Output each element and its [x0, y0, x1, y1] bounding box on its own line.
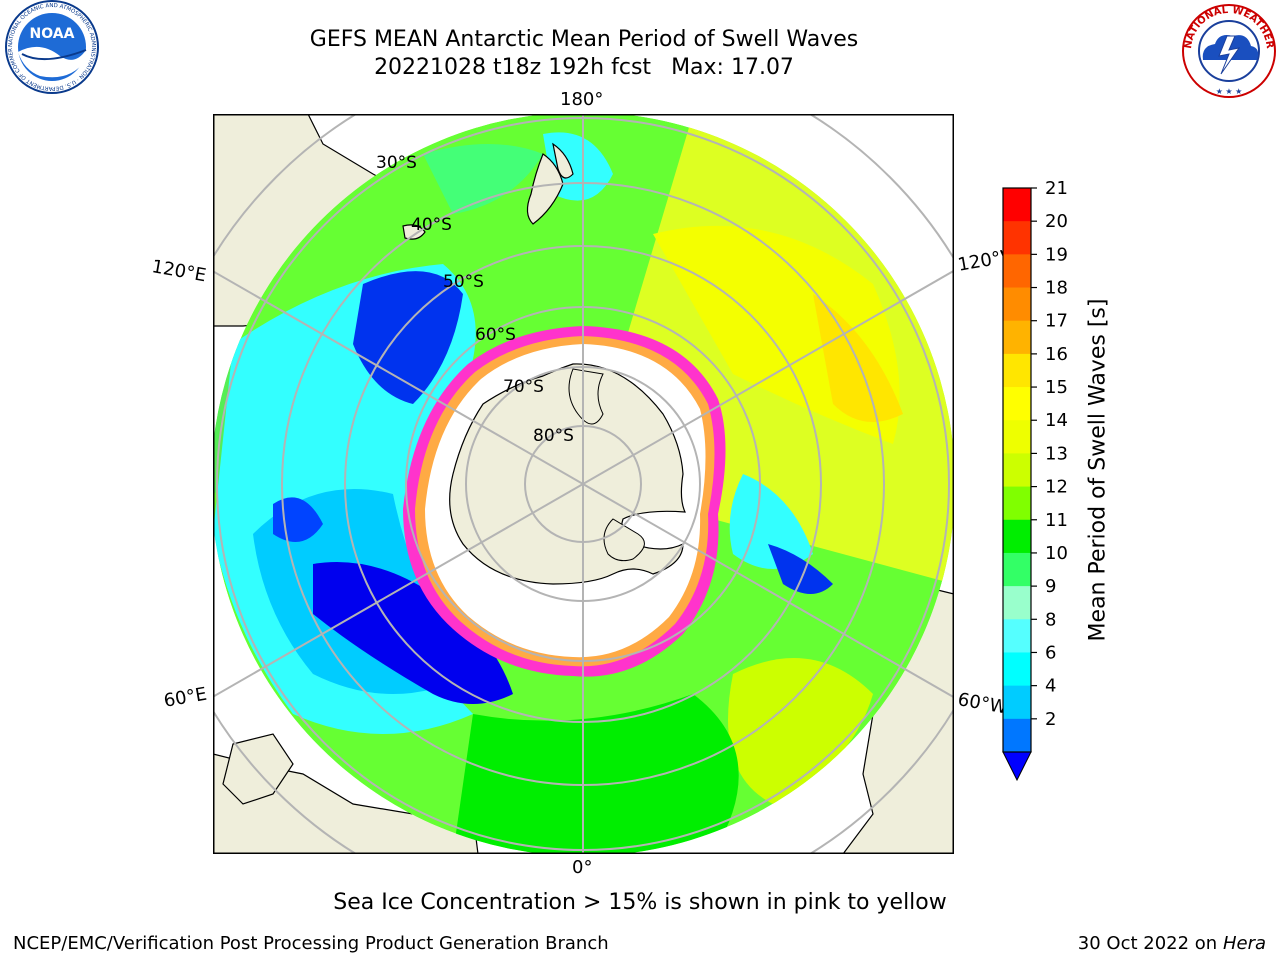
noaa-logo-text: NOAA [30, 26, 75, 42]
svg-text:★ ★ ★: ★ ★ ★ [1216, 87, 1243, 96]
lat-label-70s: 70°S [503, 377, 544, 397]
colorbar-tick-label: 19 [1045, 244, 1068, 265]
colorbar-label: Mean Period of Swell Waves [s] [1085, 298, 1111, 642]
colorbar-box [1003, 420, 1031, 454]
max-value: Max: 17.07 [671, 55, 794, 80]
colorbar-tick-label: 6 [1045, 642, 1056, 663]
colorbar-tick-label: 17 [1045, 311, 1068, 332]
colorbar-box [1003, 387, 1031, 421]
nws-logo: NATIONAL WEATHER SERVICE ★ ★ ★ [1177, 2, 1276, 98]
forecast-info: 20221028 t18z 192h fcst [374, 55, 652, 80]
colorbar-tick-label: 20 [1045, 211, 1068, 232]
footer-date: 30 Oct 2022 on Hera [1078, 933, 1266, 954]
colorbar-tick-label: 13 [1045, 443, 1068, 464]
colorbar-box [1003, 552, 1031, 587]
colorbar-box [1003, 353, 1031, 388]
colorbar-extend-triangle [1002, 751, 1032, 782]
colorbar-box [1003, 685, 1031, 720]
colorbar-box [1003, 486, 1031, 521]
colorbar-box [1003, 254, 1031, 289]
colorbar-box [1003, 586, 1031, 620]
meridian-lines [213, 114, 954, 854]
colorbar-box [1003, 718, 1031, 753]
colorbar-border [1002, 187, 1032, 753]
colorbar-tick-label: 4 [1045, 676, 1056, 697]
colorbar-ticks: 21 20 19 18 17 16 15 14 13 12 11 10 9 8 6 4 2 [1031, 180, 1068, 730]
colorbar-box [1003, 453, 1031, 488]
sea-ice-note: Sea Ice Concentration > 15% is shown in … [333, 890, 947, 915]
colorbar-box [1003, 188, 1031, 222]
lon-label-0: 0° [572, 857, 593, 878]
colorbar-box [1003, 320, 1031, 355]
colorbar-box [1003, 652, 1031, 687]
colorbar-box [1003, 221, 1031, 255]
antarctic-peninsula [603, 518, 645, 562]
colorbar-tick-label: 18 [1045, 278, 1068, 299]
chart-subtitle: 20221028 t18z 192h fcst Max: 17.07 [200, 55, 968, 80]
colorbar-box [1003, 519, 1031, 554]
colorbar-boxes [1003, 188, 1031, 753]
polar-map: 30°S 40°S 50°S 60°S 70°S 80°S [213, 114, 954, 854]
colorbar-tick-label: 15 [1045, 377, 1068, 398]
colorbar-box [1003, 287, 1031, 322]
footer-machine: Hera [1222, 933, 1266, 954]
footer-date-text: 30 Oct 2022 on [1077, 933, 1218, 954]
noaa-logo: NOAA NATIONAL OCEANIC AND ATMOSPHERIC AD… [0, 0, 99, 94]
lon-label-60e: 60°E [162, 683, 209, 712]
ross-sea-coast [568, 368, 604, 425]
colorbar-tick-label: 16 [1045, 344, 1068, 365]
map-border [213, 114, 954, 854]
colorbar-tick-label: 2 [1045, 709, 1056, 730]
colorbar-tick-label: 10 [1045, 543, 1068, 564]
new-zealand-north-island [552, 142, 574, 179]
lat-label-40s: 40°S [411, 215, 452, 235]
lat-label-30s: 30°S [376, 153, 417, 173]
footer-branch: NCEP/EMC/Verification Post Processing Pr… [13, 933, 609, 954]
colorbar-tick-label: 14 [1045, 410, 1068, 431]
lat-label-60s: 60°S [475, 325, 516, 345]
colorbar-tick-label: 9 [1045, 576, 1056, 597]
colorbar-tick-label: 11 [1045, 510, 1068, 531]
lat-label-50s: 50°S [443, 272, 484, 292]
lon-label-180: 180° [560, 89, 604, 110]
colorbar-tick-label: 8 [1045, 609, 1056, 630]
lon-label-120e: 120°E [150, 256, 208, 287]
colorbar-box [1003, 619, 1031, 653]
colorbar: 21 20 19 18 17 16 15 14 13 12 11 10 9 8 6 4 2 [1002, 180, 1068, 782]
chart-title: GEFS MEAN Antarctic Mean Period of Swell… [309, 27, 859, 52]
colorbar-tick-label: 21 [1045, 180, 1068, 199]
lat-label-80s: 80°S [533, 426, 574, 446]
colorbar-tick-label: 12 [1045, 477, 1068, 498]
